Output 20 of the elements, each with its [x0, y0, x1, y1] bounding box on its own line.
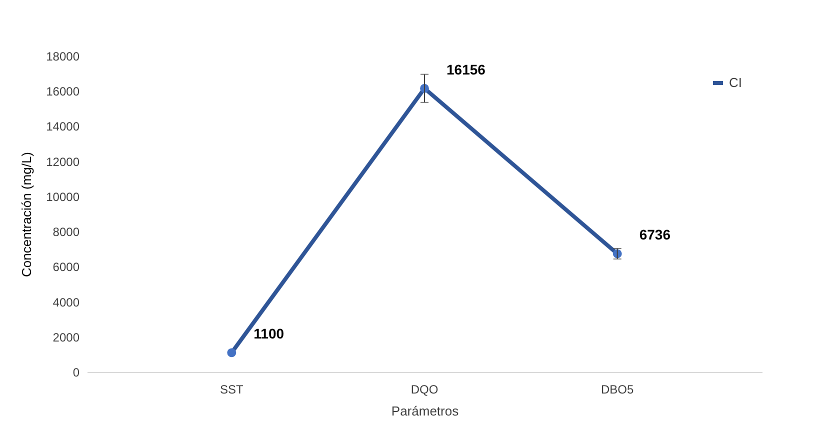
y-tick-label: 0 — [72, 366, 80, 380]
data-label: 1100 — [254, 326, 284, 342]
data-label: 6736 — [639, 226, 671, 243]
x-tick-label: DBO5 — [601, 382, 634, 396]
y-axis-title: Concentración (mg/L) — [19, 152, 34, 277]
y-tick-label: 6000 — [52, 260, 80, 274]
y-tick-label: 2000 — [52, 330, 80, 344]
y-tick-label: 14000 — [46, 120, 80, 134]
x-tick-label: SST — [220, 382, 244, 396]
y-tick-label: 8000 — [52, 225, 80, 240]
x-tick-label: DQO — [410, 382, 438, 396]
y-tick-label: 12000 — [46, 154, 80, 169]
y-tick-label: 16000 — [46, 84, 80, 99]
y-tick-label: 4000 — [52, 295, 80, 310]
point — [227, 348, 236, 358]
x-axis-title: Parámetros — [391, 404, 460, 418]
y-tick-label: 18000 — [46, 50, 80, 64]
legend-label: CI — [729, 75, 742, 90]
y-tick-label: 10000 — [46, 190, 80, 204]
data-label: 16156 — [446, 61, 486, 78]
